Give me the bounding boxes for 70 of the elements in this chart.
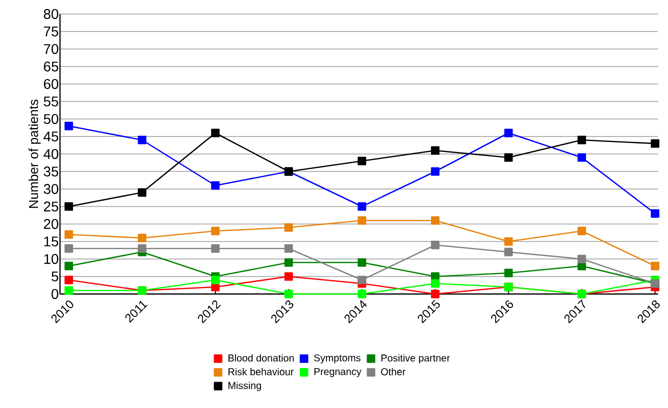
legend-label: Other <box>381 368 406 376</box>
point <box>64 244 74 253</box>
legend-label: Pregnancy <box>314 368 362 378</box>
point <box>650 262 660 270</box>
point <box>358 290 366 298</box>
point <box>358 216 366 225</box>
y-tick-label: 55 <box>44 96 58 106</box>
point <box>211 276 220 284</box>
point <box>284 244 293 253</box>
point <box>138 188 146 197</box>
point <box>430 290 440 298</box>
point <box>504 153 513 162</box>
point <box>578 226 586 236</box>
y-tick-label: 65 <box>44 62 58 72</box>
point <box>358 202 366 211</box>
point <box>211 181 220 190</box>
point <box>504 268 513 278</box>
y-tick-label: 15 <box>44 236 58 246</box>
point <box>64 230 74 239</box>
point <box>64 202 74 211</box>
legend-label: Positive partner <box>381 354 450 364</box>
point <box>138 136 146 144</box>
point <box>64 122 74 130</box>
legend-label: Blood donation <box>228 354 294 362</box>
point <box>358 258 366 267</box>
y-tick-label: 5 <box>52 272 58 282</box>
point <box>284 223 293 232</box>
y-tick-label: 50 <box>44 114 58 124</box>
y-tick-label: 40 <box>44 149 58 159</box>
y-tick-label: 80 <box>44 9 58 19</box>
point <box>138 244 146 253</box>
point <box>284 272 293 281</box>
point <box>430 240 440 250</box>
y-tick-label: 20 <box>44 219 58 229</box>
legend-label: Risk behaviour <box>228 368 294 376</box>
point <box>504 248 513 256</box>
point <box>504 128 513 138</box>
legend-label: Symptoms <box>314 354 360 364</box>
y-tick-label: 10 <box>44 254 58 264</box>
point <box>430 146 440 155</box>
y-tick-label: 60 <box>44 79 58 89</box>
y-tick-label: 0 <box>52 289 58 299</box>
y-tick-label: 45 <box>44 132 58 142</box>
y-tick-label: 30 <box>44 184 58 194</box>
point <box>578 254 586 264</box>
point <box>430 279 440 288</box>
y-axis-title: Number of patients <box>28 100 41 208</box>
point <box>138 234 146 242</box>
point <box>284 258 293 267</box>
point <box>650 209 660 218</box>
point <box>358 276 366 284</box>
point <box>430 167 440 176</box>
legend-label: Missing <box>228 382 261 392</box>
point <box>578 136 586 144</box>
point <box>650 139 660 148</box>
point <box>211 128 220 138</box>
point <box>578 153 586 162</box>
point <box>64 262 74 270</box>
point <box>64 276 74 284</box>
y-tick-label: 75 <box>44 26 58 36</box>
y-tick-label: 35 <box>44 166 58 176</box>
y-tick-label: 70 <box>44 44 58 54</box>
point <box>211 244 220 253</box>
point <box>211 226 220 236</box>
point <box>358 156 366 166</box>
point <box>504 237 513 246</box>
point <box>284 290 293 298</box>
y-tick-label: 25 <box>44 202 58 212</box>
point <box>64 286 74 295</box>
point <box>430 216 440 225</box>
